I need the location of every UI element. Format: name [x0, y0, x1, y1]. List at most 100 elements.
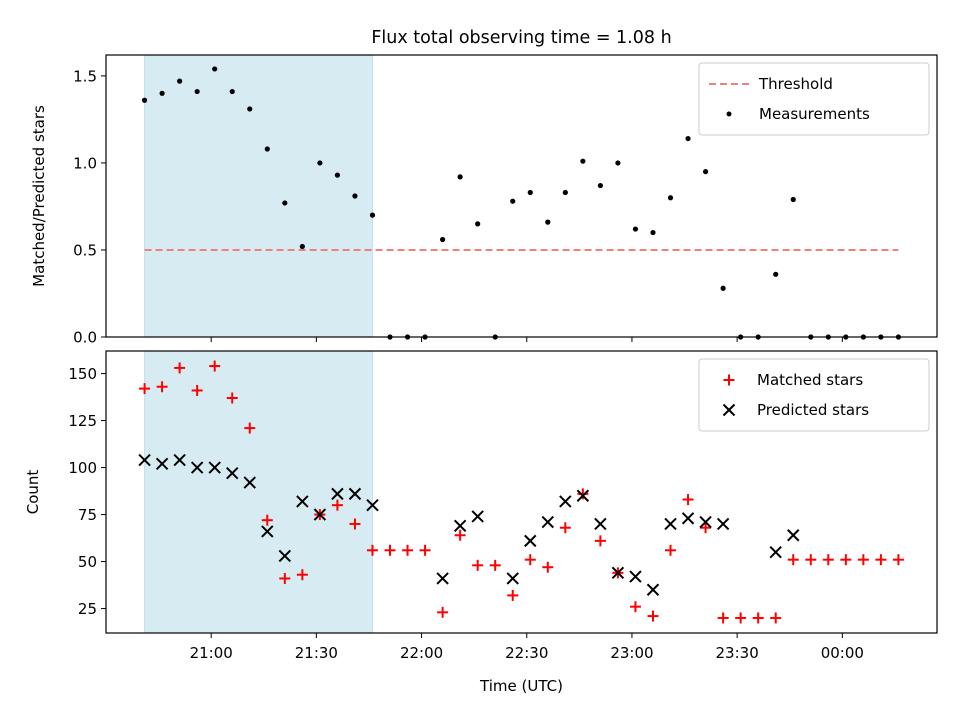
predicted-star-point	[366, 498, 379, 512]
predicted-star-point	[576, 489, 590, 502]
matched-star-point	[139, 383, 151, 395]
measurement-point	[615, 160, 621, 166]
matched-star-point	[594, 535, 606, 547]
observing-span-highlight	[144, 54, 373, 338]
predicted-star-point	[646, 583, 660, 596]
x-tick-label: 21:30	[295, 644, 338, 662]
predicted-star-point	[155, 457, 169, 471]
matched-star-point	[735, 612, 747, 624]
matched-star-point	[665, 544, 677, 556]
measurement-point	[685, 135, 691, 142]
matched-star-point	[244, 422, 256, 434]
measurement-point	[247, 106, 253, 112]
measurement-point	[562, 189, 568, 196]
predicted-star-point	[348, 487, 362, 501]
legend-predicted-label: Predicted stars	[757, 401, 869, 419]
predicted-star-point	[471, 510, 484, 523]
predicted-star-point	[506, 572, 519, 585]
predicted-star-point	[261, 525, 274, 538]
matched-star-point	[349, 518, 361, 530]
predicted-star-point	[313, 508, 327, 521]
ratio-y-ticks: 0.0 0.5 1.0 1.5	[73, 67, 106, 347]
x-tick-label: 23:00	[610, 644, 653, 662]
measurement-point	[720, 285, 726, 291]
matched-star-point	[419, 544, 431, 556]
matched-star-point	[279, 572, 291, 584]
y-tick-label: 1.5	[73, 67, 97, 85]
matched-star-point	[752, 612, 764, 624]
predicted-star-point	[716, 517, 730, 531]
chart-title: Flux total observing time = 1.08 h	[371, 28, 671, 48]
matched-star-point	[892, 554, 904, 566]
predicted-star-point	[681, 512, 695, 525]
predicted-star-point	[453, 519, 467, 533]
x-axis-label: Time (UTC)	[479, 677, 563, 695]
count-x-ticks: 21:00 21:30 22:00 22:30 23:00 23:30 00:00	[190, 633, 864, 662]
count-y-axis-label: Count	[24, 470, 42, 515]
measurement-point	[369, 212, 376, 218]
predicted-star-point	[524, 534, 537, 548]
legend-predicted-swatch	[722, 403, 736, 417]
predicted-star-point	[173, 453, 186, 467]
legend-threshold-label: Threshold	[758, 75, 833, 93]
measurement-point	[510, 198, 516, 204]
x-tick-label: 21:00	[190, 644, 233, 662]
matched-star-point	[402, 544, 414, 556]
count-panel: 25 50 75 100 125 150 21:00 21:30 22:00 22:30 23:0…	[24, 350, 938, 695]
x-tick-label: 23:30	[716, 644, 759, 662]
predicted-star-point	[611, 566, 625, 580]
matched-star-point	[647, 610, 659, 622]
matched-star-point	[454, 529, 466, 541]
matched-star-point	[209, 360, 221, 372]
count-legend: Matched stars Predicted stars	[698, 358, 930, 432]
count-axes-frame	[105, 350, 938, 634]
measurement-point	[667, 195, 674, 201]
predicted-stars-points	[138, 453, 800, 596]
measurement-point	[229, 88, 235, 95]
y-tick-label: 125	[68, 412, 97, 430]
measurement-point	[632, 226, 639, 232]
matched-star-point	[384, 544, 396, 556]
measurement-point	[790, 196, 796, 203]
predicted-star-point	[278, 549, 292, 563]
matched-star-point	[822, 554, 834, 566]
matched-star-point	[875, 554, 887, 566]
matched-star-point	[700, 522, 712, 534]
x-tick-label: 22:00	[400, 644, 443, 662]
measurement-point	[773, 271, 779, 277]
matched-star-point	[524, 554, 536, 566]
matched-star-point	[629, 601, 641, 613]
matched-star-point	[542, 561, 554, 573]
measurement-point	[475, 221, 481, 227]
y-tick-label: 1.0	[73, 154, 97, 172]
measurement-point	[702, 169, 709, 175]
predicted-star-point	[629, 570, 642, 583]
y-tick-label: 25	[78, 600, 97, 618]
predicted-star-point	[699, 515, 712, 529]
matched-star-point	[805, 554, 817, 566]
predicted-star-point	[331, 487, 344, 501]
matched-star-point	[770, 612, 782, 624]
measurement-point	[264, 146, 270, 152]
measurement-point	[650, 229, 656, 236]
legend-matched-label: Matched stars	[757, 371, 863, 389]
predicted-star-point	[436, 572, 449, 585]
matched-star-point	[174, 362, 186, 374]
matched-star-point	[507, 589, 519, 601]
y-tick-label: 0.5	[73, 241, 97, 259]
y-tick-label: 75	[78, 506, 97, 524]
measurement-point	[334, 172, 341, 178]
measurement-point	[457, 174, 463, 180]
predicted-star-point	[664, 517, 677, 531]
matched-star-point	[857, 554, 869, 566]
predicted-star-point	[541, 515, 555, 529]
matched-star-point	[331, 499, 343, 511]
measurement-point	[159, 90, 165, 96]
predicted-star-point	[787, 529, 800, 542]
measurement-point	[141, 97, 148, 103]
matched-star-point	[366, 544, 378, 556]
legend-matched-swatch	[723, 374, 735, 386]
ratio-legend-box	[698, 62, 930, 136]
measurement-point	[194, 88, 200, 95]
